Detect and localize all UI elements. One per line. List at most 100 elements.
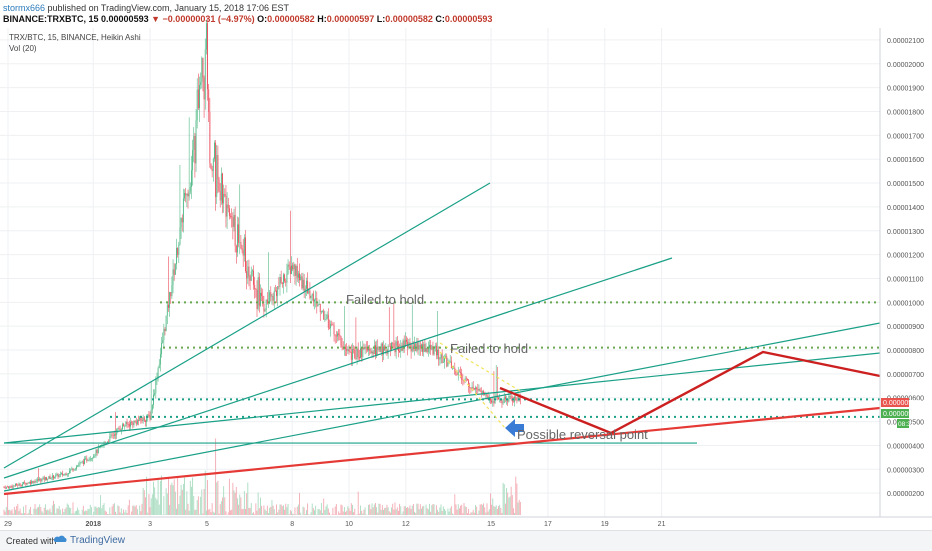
volume-bar <box>85 510 86 515</box>
candle-body <box>318 305 319 306</box>
volume-bar <box>420 504 421 515</box>
candle-body <box>220 191 221 200</box>
volume-bar <box>498 506 499 515</box>
candle-body <box>46 477 47 480</box>
volume-bar <box>382 505 383 515</box>
volume-bar <box>245 509 246 515</box>
volume-bar <box>473 510 474 515</box>
volume-bar <box>220 504 221 515</box>
candle-body <box>240 242 241 248</box>
volume-bar <box>131 511 132 515</box>
volume-bar <box>512 495 513 515</box>
candle-body <box>326 319 327 320</box>
volume-bar <box>380 504 381 515</box>
volume-bar <box>122 514 123 515</box>
candle-body <box>499 399 500 400</box>
price-chart[interactable]: Failed to hold Failed to hold Possible r… <box>0 0 932 530</box>
candle-body <box>129 424 130 427</box>
volume-bar <box>515 477 516 515</box>
volume-bar <box>338 511 339 515</box>
volume-bar <box>392 504 393 515</box>
tradingview-brand-link[interactable]: TradingView <box>70 535 125 546</box>
volume-bar <box>427 508 428 515</box>
volume-bar <box>139 506 140 515</box>
volume-bar <box>291 511 292 515</box>
volume-bar <box>184 478 185 515</box>
candle-body <box>223 194 224 203</box>
volume-bar <box>265 509 266 515</box>
candle-body <box>296 266 297 276</box>
volume-bar <box>51 512 52 515</box>
volume-bar <box>421 509 422 515</box>
volume-bar <box>58 509 59 515</box>
candle-body <box>403 340 404 350</box>
candle-body <box>176 248 177 264</box>
candle-body <box>96 450 97 456</box>
candle-body <box>367 349 368 351</box>
volume-bar <box>429 504 430 515</box>
candle-body <box>74 470 75 471</box>
volume-bar <box>176 509 177 515</box>
volume-bar <box>137 509 138 515</box>
volume-bar <box>445 511 446 515</box>
volume-bar <box>30 507 31 515</box>
candle-body <box>447 362 448 366</box>
volume-bar <box>511 487 512 515</box>
volume-bar <box>6 507 7 515</box>
candle-body <box>406 340 407 342</box>
candle-body <box>239 242 240 243</box>
volume-bar <box>361 511 362 515</box>
volume-bar <box>177 477 178 515</box>
volume-bar <box>385 508 386 515</box>
candle-body <box>167 305 168 316</box>
trendline <box>4 323 880 491</box>
candle-body <box>289 265 290 267</box>
candle-body <box>155 380 156 394</box>
candle-body <box>137 420 138 424</box>
candle-body <box>108 442 109 443</box>
candle-body <box>24 482 25 483</box>
volume-bar <box>155 498 156 515</box>
volume-bar <box>286 507 287 515</box>
candle-body <box>6 487 7 489</box>
volume-bar <box>161 475 162 515</box>
volume-bar <box>46 510 47 515</box>
volume-bar <box>369 504 370 515</box>
volume-bar <box>266 511 267 515</box>
volume-bar <box>56 508 57 515</box>
candle-body <box>347 349 348 351</box>
volume-bar <box>255 503 256 515</box>
volume-bar <box>125 510 126 515</box>
candle-body <box>388 346 389 354</box>
volume-bar <box>28 513 29 515</box>
candle-body <box>62 473 63 475</box>
tradingview-logo-icon[interactable] <box>53 534 67 545</box>
volume-bar <box>375 503 376 515</box>
volume-bar <box>21 513 22 515</box>
volume-bar <box>339 513 340 515</box>
candle-body <box>66 474 67 476</box>
candle-body <box>508 396 509 402</box>
candle-body <box>392 343 393 344</box>
volume-bar <box>465 506 466 515</box>
candle-body <box>227 205 228 217</box>
candle-body <box>304 280 305 292</box>
volume-bar <box>296 514 297 515</box>
candle-body <box>215 143 216 197</box>
candle-body <box>404 340 405 345</box>
volume-bar <box>19 511 20 515</box>
candle-body <box>272 296 273 297</box>
candle-body <box>231 216 232 217</box>
candle-body <box>359 357 360 358</box>
candle-body <box>418 343 419 350</box>
annotation-failed-to-hold-2: Failed to hold <box>450 341 528 356</box>
volume-bar <box>213 512 214 515</box>
candle-body <box>332 325 333 326</box>
price-axis[interactable]: 0.000002000.000003000.000004000.00000500… <box>887 38 924 498</box>
candle-body <box>124 426 125 427</box>
candle-body <box>320 304 321 312</box>
volume-bar <box>370 509 371 515</box>
volume-bar <box>311 512 312 515</box>
volume-bar <box>60 510 61 515</box>
